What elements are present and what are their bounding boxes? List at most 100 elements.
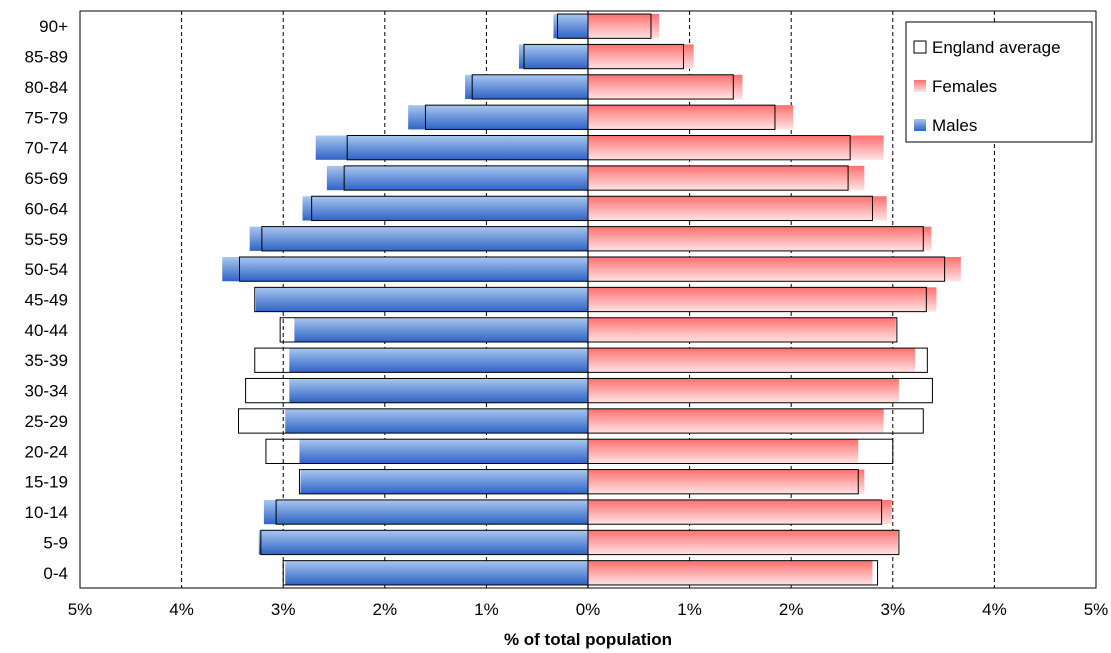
female-bar-45-49 [588, 287, 937, 312]
male-bar-80-84 [465, 74, 588, 100]
male-bar-60-64 [302, 196, 588, 221]
female-bar-40-44 [588, 317, 896, 343]
england-average-female-50-54 [587, 256, 946, 282]
male-bar-55-59 [249, 226, 588, 251]
y-tick-label-10-14: 10-14 [25, 503, 68, 522]
x-tick-label-8: 3% [881, 600, 906, 619]
female-bar-60-64 [588, 196, 887, 221]
y-tick-label-40-44: 40-44 [25, 321, 68, 340]
female-bar-70-74 [588, 135, 884, 160]
male-bar-65-69 [326, 165, 588, 191]
y-tick-label-85-89: 85-89 [25, 48, 68, 67]
female-bar-35-39 [588, 348, 916, 373]
england-average-female-10-14 [587, 499, 883, 525]
y-tick-label-45-49: 45-49 [25, 291, 68, 310]
y-tick-label-30-34: 30-34 [25, 382, 68, 401]
legend-label-males: Males [932, 116, 977, 135]
y-tick-label-55-59: 55-59 [25, 230, 68, 249]
x-tick-label-4: 1% [474, 600, 499, 619]
plot-area-border [79, 10, 1097, 589]
england-average-female-0-4 [587, 560, 879, 586]
male-bar-10-14 [263, 499, 588, 525]
female-bar-65-69 [588, 165, 865, 191]
x-tick-label-6: 1% [677, 600, 702, 619]
male-bar-15-19 [300, 469, 588, 494]
england-average-female-65-69 [587, 165, 849, 191]
x-tick-label-2: 3% [271, 600, 296, 619]
england-average-female-20-24 [587, 438, 894, 464]
female-bar-5-9 [588, 530, 898, 555]
legend-label-females: Females [932, 77, 997, 96]
england-average-female-55-59 [587, 226, 924, 252]
y-tick-label-25-29: 25-29 [25, 412, 68, 431]
female-bar-80-84 [588, 74, 743, 100]
male-bar-0-4 [285, 560, 588, 585]
legend-swatch-males [914, 119, 926, 131]
england-average-female-40-44 [587, 317, 898, 343]
male-bar-75-79 [408, 105, 588, 130]
x-tick-label-3: 2% [373, 600, 398, 619]
y-axis-labels: 0-4 5-9 10-14 15-19 20-24 25-29 30-34 35-39 40-4… [25, 17, 69, 583]
male-bar-45-49 [255, 287, 588, 312]
legend-swatch-females [914, 80, 926, 92]
y-tick-label-35-39: 35-39 [25, 351, 68, 370]
female-bar-10-14 [588, 499, 892, 525]
y-tick-label-5-9: 5-9 [43, 533, 68, 552]
legend: England average Females Males [905, 21, 1093, 143]
x-axis-labels: 5% 4% 3% 2% 1% 0% 1% 2% 3% 4% 5% [68, 600, 1109, 619]
england-average-female-85-89 [587, 43, 685, 70]
male-bar-35-39 [289, 348, 588, 373]
y-tick-label-20-24: 20-24 [25, 442, 68, 461]
x-tick-label-7: 2% [779, 600, 804, 619]
y-tick-label-65-69: 65-69 [25, 169, 68, 188]
female-bar-75-79 [588, 105, 794, 130]
female-bar-90+ [588, 14, 660, 39]
male-bar-70-74 [315, 135, 588, 160]
england-average-female-15-19 [587, 469, 859, 495]
x-tick-label-0: 5% [68, 600, 93, 619]
england-average-female-60-64 [587, 195, 873, 222]
legend-label-england-average: England average [932, 38, 1061, 57]
england-average-female-90+ [587, 13, 652, 39]
male-bar-25-29 [285, 408, 588, 434]
y-tick-label-0-4: 0-4 [43, 564, 68, 583]
england-average-female-30-34 [587, 377, 933, 404]
england-average-female-25-29 [587, 408, 924, 434]
female-bar-55-59 [588, 226, 932, 251]
x-tick-label-1: 4% [169, 600, 194, 619]
female-bar-0-4 [588, 560, 873, 585]
y-tick-label-15-19: 15-19 [25, 473, 68, 492]
england-average-female-45-49 [587, 286, 927, 313]
england-average-outlines [237, 13, 946, 586]
england-average-female-35-39 [587, 347, 928, 373]
legend-swatch-england-average [913, 40, 927, 54]
female-bar-20-24 [588, 439, 859, 464]
y-tick-label-90+: 90+ [39, 17, 68, 36]
legend-box [905, 21, 1093, 143]
y-tick-label-50-54: 50-54 [25, 260, 68, 279]
x-axis-title: % of total population [504, 630, 672, 649]
female-bar-50-54 [588, 256, 961, 282]
male-bar-40-44 [294, 317, 588, 343]
y-tick-label-70-74: 70-74 [25, 139, 68, 158]
x-tick-label-10: 5% [1084, 600, 1109, 619]
male-bar-85-89 [518, 44, 588, 69]
england-average-female-5-9 [587, 529, 900, 556]
england-average-female-75-79 [587, 104, 776, 130]
y-tick-label-75-79: 75-79 [25, 108, 68, 127]
england-average-female-80-84 [587, 74, 734, 100]
female-bar-15-19 [588, 469, 865, 494]
x-tick-label-5: 0% [576, 600, 601, 619]
x-tick-label-9: 4% [982, 600, 1007, 619]
y-tick-label-60-64: 60-64 [25, 199, 68, 218]
male-bar-20-24 [299, 439, 588, 464]
male-bar-5-9 [258, 530, 588, 555]
female-bar-85-89 [588, 44, 694, 69]
y-tick-label-80-84: 80-84 [25, 78, 68, 97]
bars-layer [222, 14, 961, 585]
male-bar-50-54 [222, 256, 589, 282]
female-bar-30-34 [588, 378, 899, 403]
female-bar-25-29 [588, 408, 884, 434]
male-bar-30-34 [289, 378, 588, 403]
